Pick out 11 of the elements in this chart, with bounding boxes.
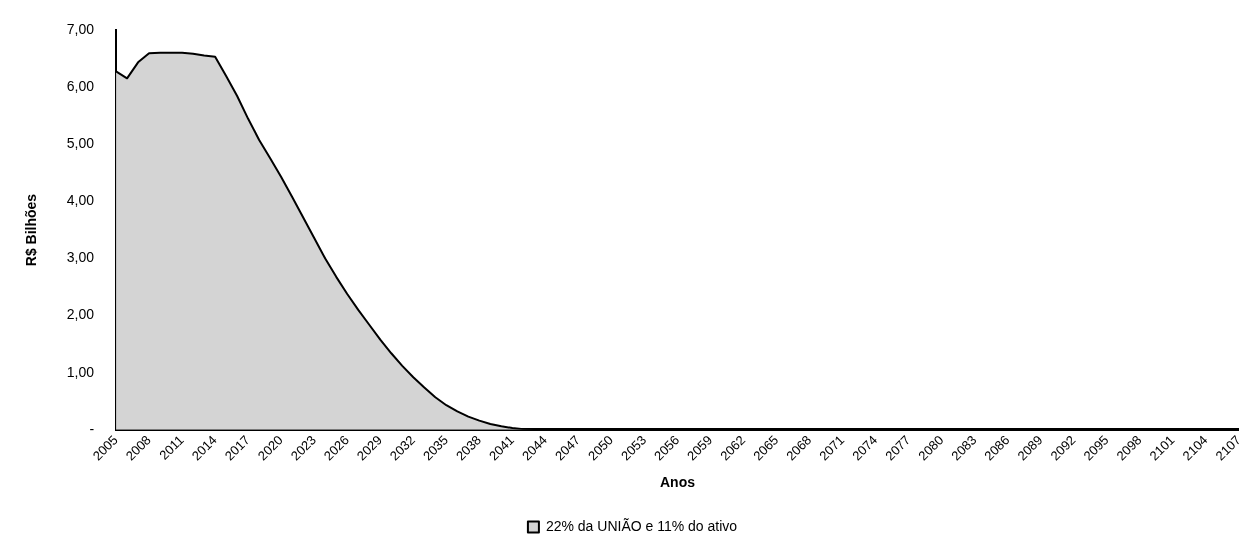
- y-axis-title: R$ Bilhões: [23, 193, 40, 267]
- y-tick-label: 1,00: [66, 363, 95, 380]
- y-tick-label: 3,00: [66, 249, 95, 266]
- y-tick-label: 5,00: [66, 135, 95, 152]
- y-tick-label: -: [89, 420, 95, 437]
- y-tick-label: 4,00: [66, 192, 95, 209]
- y-tick-label: 7,00: [66, 21, 95, 38]
- x-axis-title: Anos: [660, 474, 696, 491]
- legend-label: 22% da UNIÃO e 11% do ativo: [545, 517, 738, 534]
- y-tick-label: 2,00: [66, 306, 95, 323]
- y-tick-label: 6,00: [66, 78, 95, 95]
